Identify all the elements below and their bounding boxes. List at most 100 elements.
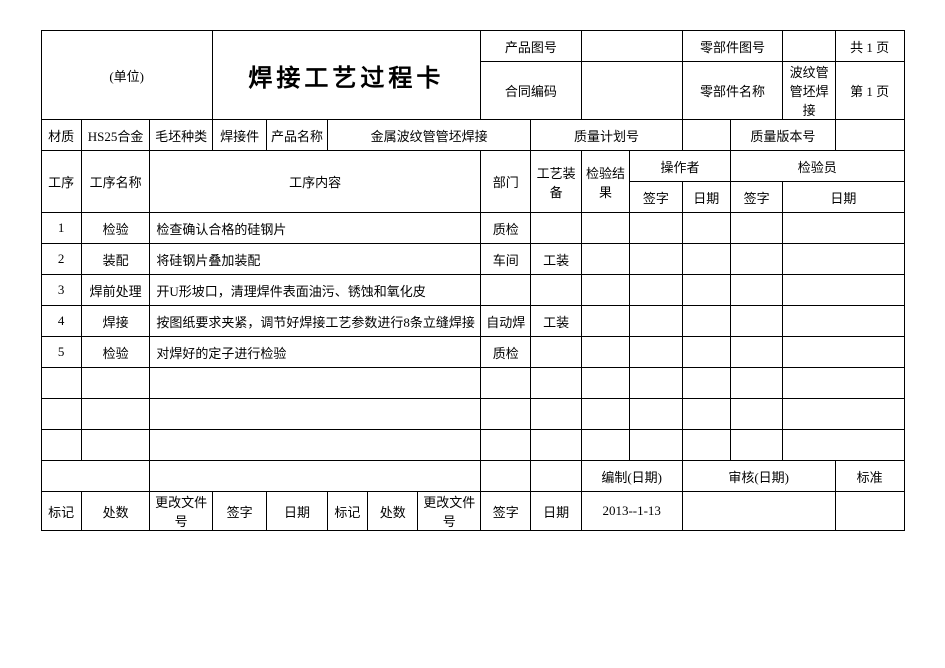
- table-row: [41, 368, 904, 399]
- prod-name: 金属波纹管管坯焊接: [327, 120, 531, 151]
- change-doc-lbl-2: 更改文件号: [418, 492, 481, 531]
- step-name: 焊前处理: [81, 275, 150, 306]
- unit-cell: (单位): [41, 31, 212, 120]
- op-date: [682, 275, 730, 306]
- material-lbl: 材质: [41, 120, 81, 151]
- insp-result: [581, 244, 629, 275]
- sign-lbl: 签字: [212, 492, 266, 531]
- blank-type: 焊接件: [212, 120, 266, 151]
- footer-blank-4: [531, 461, 581, 492]
- col-inspector: 检验员: [730, 151, 904, 182]
- seq: 2: [41, 244, 81, 275]
- op-sign: [630, 275, 682, 306]
- op-date: [682, 244, 730, 275]
- dept: [481, 275, 531, 306]
- insp-date: [783, 337, 904, 368]
- mark-lbl-2: 标记: [327, 492, 367, 531]
- prod-drawing-no-lbl: 产品图号: [481, 31, 582, 62]
- blank-type-lbl: 毛坯种类: [150, 120, 213, 151]
- date-lbl: 日期: [267, 492, 327, 531]
- qplan-no: [682, 120, 730, 151]
- part-drawing-no: [783, 31, 835, 62]
- op-sign: [630, 306, 682, 337]
- insp-sign: [730, 244, 782, 275]
- insp-sign: [730, 275, 782, 306]
- step-name: 检验: [81, 337, 150, 368]
- part-drawing-no-lbl: 零部件图号: [682, 31, 783, 62]
- col-dept: 部门: [481, 151, 531, 213]
- insp-sign: [730, 306, 782, 337]
- review-date: [682, 492, 835, 531]
- seq: 1: [41, 213, 81, 244]
- footer-blank-3: [481, 461, 531, 492]
- col-insp-sign: 签字: [730, 182, 782, 213]
- contract-code-lbl: 合同编码: [481, 62, 582, 120]
- mark-lbl: 标记: [41, 492, 81, 531]
- table-row: [41, 430, 904, 461]
- part-name: 波纹管管坯焊接: [783, 62, 835, 120]
- seq: 5: [41, 337, 81, 368]
- dept: 质检: [481, 213, 531, 244]
- op-date: [682, 337, 730, 368]
- seq: 4: [41, 306, 81, 337]
- col-inspect: 检验结果: [581, 151, 629, 213]
- dept: 车间: [481, 244, 531, 275]
- footer-blank-2: [150, 461, 481, 492]
- prod-drawing-no: [581, 31, 682, 62]
- op-sign: [630, 244, 682, 275]
- prod-name-lbl: 产品名称: [267, 120, 327, 151]
- count-lbl: 处数: [81, 492, 150, 531]
- compile-date: 2013--1-13: [581, 492, 682, 531]
- col-insp-date: 日期: [783, 182, 904, 213]
- step-content: 开U形坡口，清理焊件表面油污、锈蚀和氧化皮: [150, 275, 481, 306]
- change-doc-lbl: 更改文件号: [150, 492, 213, 531]
- count-lbl-2: 处数: [368, 492, 418, 531]
- table-row: 4 焊接 按图纸要求夹紧，调节好焊接工艺参数进行8条立缝焊接 自动焊 工装: [41, 306, 904, 337]
- review-lbl: 审核(日期): [682, 461, 835, 492]
- op-sign: [630, 213, 682, 244]
- op-date: [682, 213, 730, 244]
- step-name: 检验: [81, 213, 150, 244]
- step-content: 对焊好的定子进行检验: [150, 337, 481, 368]
- qver-no-lbl: 质量版本号: [730, 120, 835, 151]
- sign-lbl-2: 签字: [481, 492, 531, 531]
- equip: [531, 337, 581, 368]
- op-sign: [630, 337, 682, 368]
- step-content: 将硅钢片叠加装配: [150, 244, 481, 275]
- insp-date: [783, 306, 904, 337]
- table-row: [41, 399, 904, 430]
- equip: 工装: [531, 306, 581, 337]
- table-row: 1 检验 检查确认合格的硅钢片 质检: [41, 213, 904, 244]
- table-row: 2 装配 将硅钢片叠加装配 车间 工装: [41, 244, 904, 275]
- insp-date: [783, 213, 904, 244]
- col-seq: 工序: [41, 151, 81, 213]
- col-operator: 操作者: [630, 151, 731, 182]
- process-card: (单位) 焊接工艺过程卡 产品图号 零部件图号 共 1 页 合同编码 零部件名称…: [41, 30, 905, 531]
- insp-date: [783, 275, 904, 306]
- table-row: 3 焊前处理 开U形坡口，清理焊件表面油污、锈蚀和氧化皮: [41, 275, 904, 306]
- insp-result: [581, 275, 629, 306]
- equip: [531, 275, 581, 306]
- col-content: 工序内容: [150, 151, 481, 213]
- step-name: 装配: [81, 244, 150, 275]
- compile-lbl: 编制(日期): [581, 461, 682, 492]
- material: HS25合金: [81, 120, 150, 151]
- dept: 自动焊: [481, 306, 531, 337]
- col-equip: 工艺装备: [531, 151, 581, 213]
- step-content: 按图纸要求夹紧，调节好焊接工艺参数进行8条立缝焊接: [150, 306, 481, 337]
- page-no: 第 1 页: [835, 62, 904, 120]
- op-date: [682, 306, 730, 337]
- card-table: (单位) 焊接工艺过程卡 产品图号 零部件图号 共 1 页 合同编码 零部件名称…: [41, 30, 905, 531]
- equip: 工装: [531, 244, 581, 275]
- contract-code: [581, 62, 682, 120]
- col-op-date: 日期: [682, 182, 730, 213]
- equip: [531, 213, 581, 244]
- insp-sign: [730, 337, 782, 368]
- table-row: 5 检验 对焊好的定子进行检验 质检: [41, 337, 904, 368]
- dept: 质检: [481, 337, 531, 368]
- insp-result: [581, 337, 629, 368]
- step-name: 焊接: [81, 306, 150, 337]
- step-content: 检查确认合格的硅钢片: [150, 213, 481, 244]
- date-lbl-2: 日期: [531, 492, 581, 531]
- insp-result: [581, 213, 629, 244]
